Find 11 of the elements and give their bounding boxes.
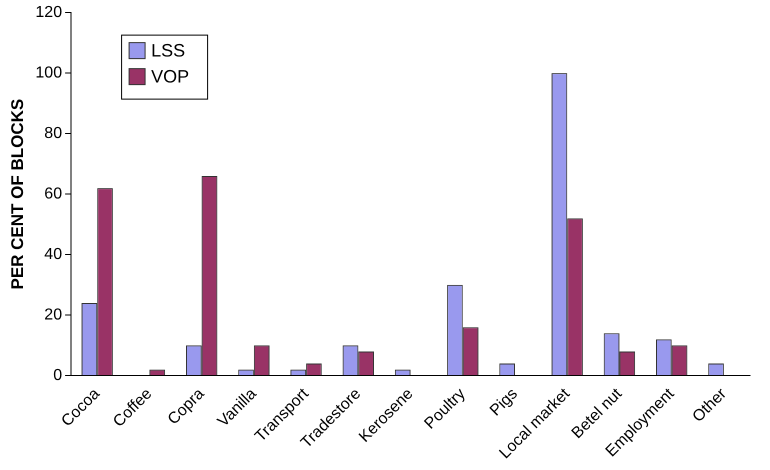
- y-tick-label: 120: [35, 4, 62, 22]
- legend-label: LSS: [151, 40, 186, 61]
- y-tick-label: 60: [44, 186, 62, 203]
- y-tick-label: 80: [44, 125, 62, 142]
- y-axis-title: PER CENT OF BLOCKS: [8, 98, 27, 290]
- y-tick-label: 100: [35, 64, 62, 82]
- y-tick-label: 40: [44, 246, 62, 264]
- y-tick-label: 0: [53, 367, 62, 384]
- x-tick-label: Pigs: [486, 385, 521, 420]
- legend-label: VOP: [151, 66, 190, 87]
- y-tick-label: 20: [44, 306, 62, 324]
